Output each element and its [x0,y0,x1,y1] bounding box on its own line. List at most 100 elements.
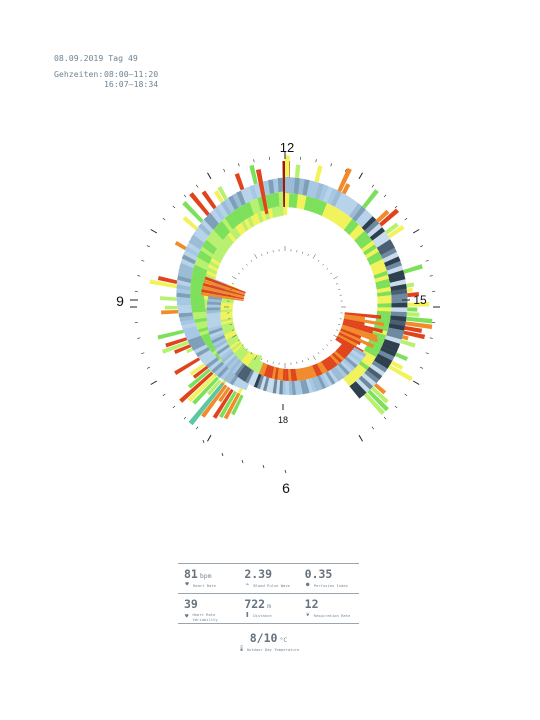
outer-band-cell [176,279,192,287]
inner-band-cell [244,218,252,230]
outer-band-cell [177,271,193,280]
mid-band-cell [375,278,390,287]
spike [164,305,178,310]
spiral-tick [284,469,287,474]
inner-band-cell [206,270,217,278]
outer-band-cell [178,266,193,276]
outer-band-cell [364,219,380,235]
stat-temperature: 8/10 °C 🌡 Outdoor Day Temperature [178,624,359,652]
spike [203,279,246,295]
hour-label-6: 6 [282,480,290,496]
outer-band-cell [319,184,329,202]
outer-band-cell [376,353,393,365]
inner-ring-cell [279,380,283,395]
clock-tick [196,426,199,430]
clock-tick [223,168,226,172]
inner-clock-tick [338,324,341,326]
spike [407,307,418,312]
inner-ring-color [251,358,260,371]
inner-ring-color [269,366,275,379]
inner-ring-color [232,343,244,354]
clock-tick [383,194,387,198]
inner-ring-cell [314,376,323,391]
outer-band-cell [367,223,383,238]
spike [340,326,379,343]
outer-band-cell [228,195,239,210]
spike [159,296,177,301]
spike [337,167,352,193]
inner-ring-cell [213,339,228,350]
inner-ring-color [304,366,312,380]
mid-band-cell [337,213,350,228]
clock-tick [196,184,199,188]
mid-band-cell [296,194,303,209]
inner-ring-cell [269,378,275,393]
spiral-tick [262,464,265,469]
outer-band-cell [177,308,193,314]
inner-clock-tick [302,251,304,254]
clock-tick [412,229,420,234]
spike [218,390,237,419]
inner-band-cell [227,232,237,243]
inner-clock-tick [266,251,268,254]
inner-ring-color [342,341,355,350]
clock-tick [162,218,166,221]
outer-band-cell [214,363,227,376]
outer-band-cell [178,312,193,318]
mid-band-cell [365,344,380,354]
outer-band-cell [195,347,210,358]
outer-band-cell [355,209,370,225]
walk-time-1: 08:00–11:20 [104,69,159,79]
mid-band-cell [363,347,378,358]
inner-ring-cell [212,337,227,347]
outer-band-cell [191,341,206,351]
outer-band-cell [187,335,203,344]
inner-ring-color [331,352,343,364]
inner-ring-cell [206,309,221,314]
outer-band-cell [285,177,291,194]
outer-band-cell [371,360,388,373]
inner-clock-tick [307,358,309,361]
inner-ring-color [221,300,234,304]
inner-clock-tick [254,355,258,360]
spike [379,208,400,227]
outer-band-cell [176,296,191,302]
inner-band-cell [222,237,233,248]
mid-band-cell [206,236,220,249]
inner-ring-color [224,329,236,338]
mid-band-cell [374,274,390,283]
mid-band-cell [210,229,224,243]
inner-band-cell [283,205,288,216]
outer-band-cell [338,195,351,212]
spike [249,164,258,185]
outer-band-cell [188,238,203,250]
inner-clock-tick [261,253,263,256]
spike [174,344,192,354]
spike [404,326,423,334]
outer-band-cell [277,177,284,192]
outer-band-cell [203,354,217,366]
mid-band-cell [202,242,216,255]
outer-band-cell [374,235,391,248]
temperature-unit: °C [279,636,288,644]
inner-ring-color [239,350,249,362]
spike [192,377,219,405]
spiral-tick [202,439,205,444]
clock-tick [394,405,398,409]
outer-band-cell [193,344,208,354]
inner-ring-cell [322,372,333,387]
outer-band-cell [361,372,377,387]
spike [342,320,384,334]
spike [400,339,416,348]
inner-ring-color [230,341,242,351]
inner-ring-cell [206,312,221,317]
spike [218,386,231,403]
outer-band-cell [358,212,373,228]
divider [178,563,359,564]
clock-tick [404,218,408,221]
inner-ring-color [220,311,233,315]
outer-band-cell [349,383,364,399]
spike [223,392,241,420]
heart-icon: ♥ [185,581,189,588]
outer-band-cell [182,325,198,333]
